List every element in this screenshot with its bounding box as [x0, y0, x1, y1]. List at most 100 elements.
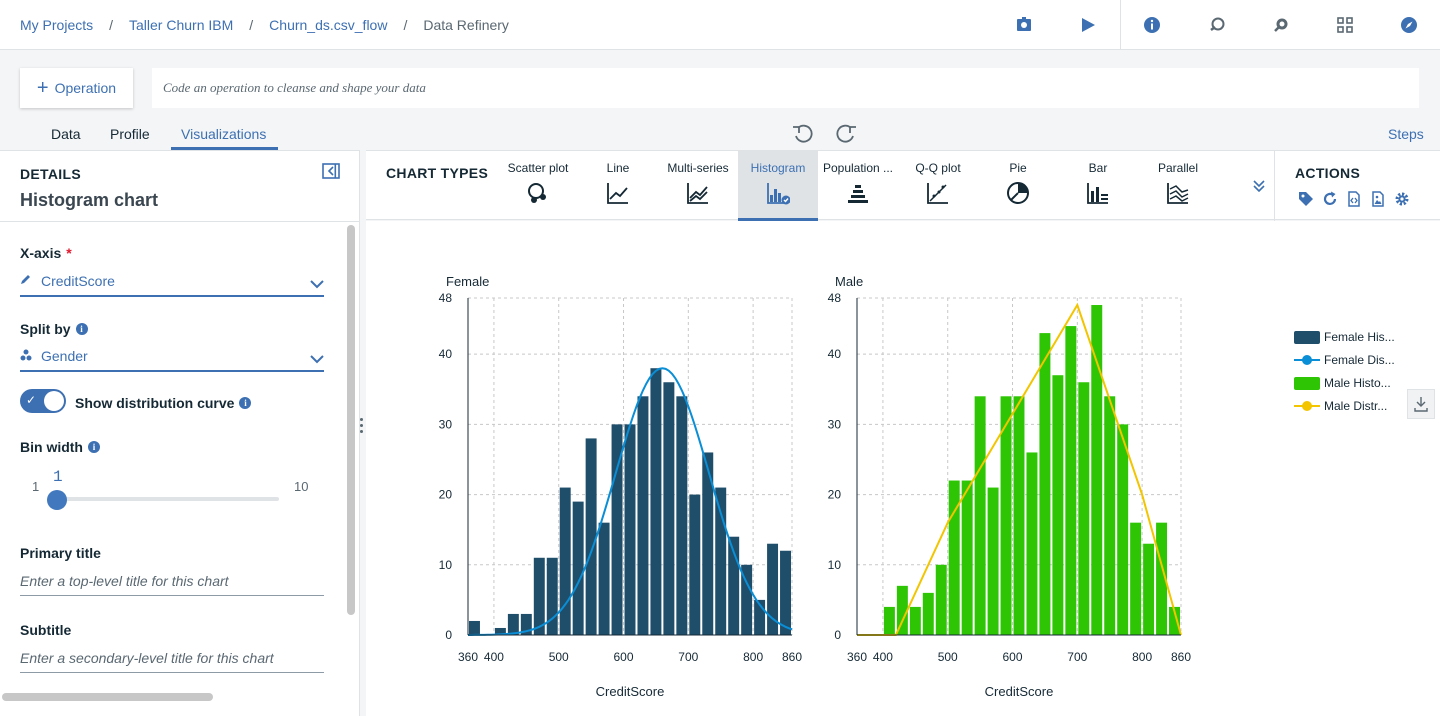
- add-operation-label: Operation: [54, 80, 117, 96]
- more-chart-types-icon[interactable]: [1252, 179, 1266, 193]
- group-icon: [20, 349, 34, 364]
- y-tick-label: 10: [828, 558, 842, 572]
- bin-width-value: 1: [53, 468, 63, 486]
- histogram-bar: [728, 536, 740, 635]
- histogram-bar: [1169, 606, 1180, 635]
- x-tick-label: 500: [549, 650, 569, 664]
- tab-visualizations[interactable]: Visualizations: [181, 126, 267, 142]
- bin-width-label: Bin width i: [20, 439, 100, 455]
- split-by-label-text: Split by: [20, 321, 71, 337]
- info-icon[interactable]: i: [75, 323, 88, 335]
- chart-type-bar[interactable]: Bar: [1058, 151, 1138, 221]
- x-tick-label: 400: [873, 650, 893, 664]
- distribution-curve-label-text: Show distribution curve: [75, 395, 235, 411]
- histogram-bar: [767, 543, 779, 635]
- chart-type-label: Population ...: [822, 161, 894, 175]
- chart-type-parallel[interactable]: Parallel: [1138, 151, 1218, 221]
- histogram-bar: [469, 620, 480, 635]
- divider: [1120, 0, 1121, 50]
- y-tick-label: 48: [439, 291, 453, 305]
- histogram-bar: [948, 480, 960, 635]
- breadcrumb-my-projects[interactable]: My Projects: [20, 17, 94, 33]
- histogram-bar: [935, 564, 947, 635]
- vertical-scrollbar[interactable]: [347, 225, 355, 615]
- subtitle-label-text: Subtitle: [20, 622, 72, 638]
- breadcrumb-flow[interactable]: Churn_ds.csv_flow: [269, 17, 388, 33]
- pencil-icon: [20, 274, 34, 288]
- legend-swatch-marker: [1302, 355, 1312, 365]
- horizontal-scrollbar[interactable]: [2, 693, 213, 701]
- chart-type-population-pyramid[interactable]: Population ...: [818, 151, 898, 221]
- legend-label: Female Dis...: [1324, 353, 1395, 367]
- xaxis-value: CreditScore: [41, 273, 115, 289]
- chart-type-scatter[interactable]: Scatter plot: [498, 151, 578, 221]
- active-tab-indicator: [171, 147, 278, 150]
- x-axis-label: CreditScore: [596, 684, 665, 699]
- undo-icon[interactable]: [790, 120, 816, 146]
- split-by-select[interactable]: Gender: [20, 342, 324, 372]
- settings-gear-icon[interactable]: [1394, 191, 1410, 207]
- tab-data[interactable]: Data: [51, 126, 81, 142]
- collapse-panel-icon[interactable]: [322, 163, 340, 179]
- chart-type-histogram[interactable]: Histogram: [738, 151, 818, 221]
- chart-type-label: Line: [606, 161, 630, 175]
- chart-canvas: 0 10 20 30 40 48 360 400 500 600 700 800 860 Female Cr…: [366, 221, 1440, 716]
- chart-type-qq-plot[interactable]: Q-Q plot: [898, 151, 978, 221]
- info-icon[interactable]: i: [239, 397, 252, 409]
- info-icon[interactable]: i: [88, 441, 100, 453]
- x-tick-label: 800: [743, 650, 763, 664]
- redo-icon[interactable]: [833, 120, 859, 146]
- histogram-bar: [663, 382, 675, 635]
- chart-type-label: Histogram: [750, 161, 806, 175]
- chart-type-label: Scatter plot: [507, 161, 569, 175]
- details-header: DETAILS: [20, 166, 81, 182]
- divider: [0, 221, 359, 222]
- compass-icon[interactable]: [1398, 14, 1420, 36]
- distribution-curve-toggle[interactable]: ✓: [20, 389, 66, 413]
- x-tick-label: 700: [1067, 650, 1087, 664]
- chart-types-bar: CHART TYPES Scatter plot Line Multi-seri…: [366, 150, 1440, 221]
- bin-width-slider-thumb[interactable]: [47, 490, 67, 510]
- download-icon[interactable]: [1407, 389, 1435, 419]
- tab-profile[interactable]: Profile: [110, 126, 150, 142]
- chart-types-header: CHART TYPES: [386, 165, 489, 181]
- x-tick-label: 500: [938, 650, 958, 664]
- breadcrumb-project[interactable]: Taller Churn IBM: [129, 17, 234, 33]
- info-icon[interactable]: [1141, 14, 1163, 36]
- x-axis-label: CreditScore: [985, 684, 1054, 699]
- chart-type-line[interactable]: Line: [578, 151, 658, 221]
- bin-width-min: 1: [32, 479, 40, 494]
- run-icon[interactable]: [1077, 14, 1099, 36]
- export-image-icon[interactable]: [1370, 191, 1386, 207]
- tag-icon[interactable]: [1298, 191, 1314, 207]
- histogram-bar: [1013, 396, 1025, 635]
- histogram-bar: [585, 438, 597, 635]
- breadcrumb-separator: /: [403, 17, 408, 33]
- histogram-bar: [974, 396, 986, 635]
- chart-type-label: Multi-series: [667, 161, 729, 175]
- code-operation-input[interactable]: [152, 68, 1419, 108]
- histogram-bar: [507, 613, 519, 635]
- chart-type-pie[interactable]: Pie: [978, 151, 1058, 221]
- steps-link[interactable]: Steps: [1388, 126, 1424, 142]
- chart-type-multi-series[interactable]: Multi-series: [658, 151, 738, 221]
- panel-resize-handle[interactable]: [358, 418, 364, 438]
- primary-title-input[interactable]: [20, 566, 324, 596]
- chevron-down-icon: [310, 276, 324, 289]
- x-tick-label: 360: [458, 650, 478, 664]
- grid-apps-icon[interactable]: [1334, 14, 1356, 36]
- xaxis-select[interactable]: CreditScore: [20, 267, 324, 297]
- save-job-icon[interactable]: [1013, 14, 1035, 36]
- export-code-icon[interactable]: [1346, 191, 1362, 207]
- bin-width-max: 10: [294, 479, 309, 494]
- add-operation-button[interactable]: + Operation: [20, 68, 133, 108]
- histogram-bar: [1143, 543, 1155, 635]
- history-icon[interactable]: [1206, 14, 1228, 36]
- histogram-bar: [611, 424, 623, 635]
- check-icon: ✓: [26, 393, 37, 407]
- comments-icon[interactable]: [1270, 14, 1292, 36]
- refresh-icon[interactable]: [1322, 191, 1338, 207]
- histogram-bar: [1039, 333, 1051, 635]
- bin-width-slider-track[interactable]: [57, 497, 279, 501]
- subtitle-input[interactable]: [20, 643, 324, 673]
